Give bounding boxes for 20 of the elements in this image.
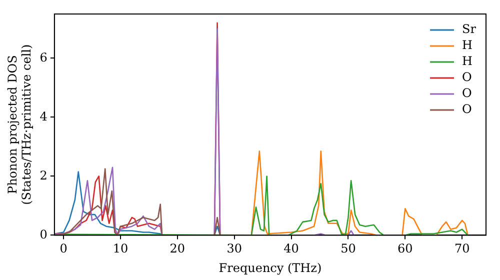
legend-label: H [462, 54, 473, 68]
legend-label: O [462, 70, 472, 84]
legend-label: H [462, 38, 473, 52]
x-tick-label: 50 [340, 242, 356, 256]
y-tick-label: 6 [40, 50, 48, 64]
x-tick-label: 60 [398, 242, 413, 256]
legend-label: O [462, 86, 472, 100]
x-tick-label: 0 [60, 242, 68, 256]
x-tick-label: 10 [112, 242, 128, 256]
x-tick-label: 40 [284, 242, 299, 256]
legend-label: Sr [462, 22, 476, 36]
y-tick-label: 2 [40, 168, 48, 182]
x-axis-title: Frequency (THz) [218, 260, 322, 275]
y-tick-label: 0 [40, 227, 48, 242]
x-tick-label: 20 [170, 242, 186, 256]
y-axis-title: Phonon projected DOS (States/THz·primitive cell) [5, 44, 34, 205]
y-tick-label: 4 [40, 109, 48, 124]
x-tick-label: 30 [226, 242, 242, 256]
x-tick-label: 70 [454, 242, 470, 256]
legend-label: O [462, 102, 472, 116]
